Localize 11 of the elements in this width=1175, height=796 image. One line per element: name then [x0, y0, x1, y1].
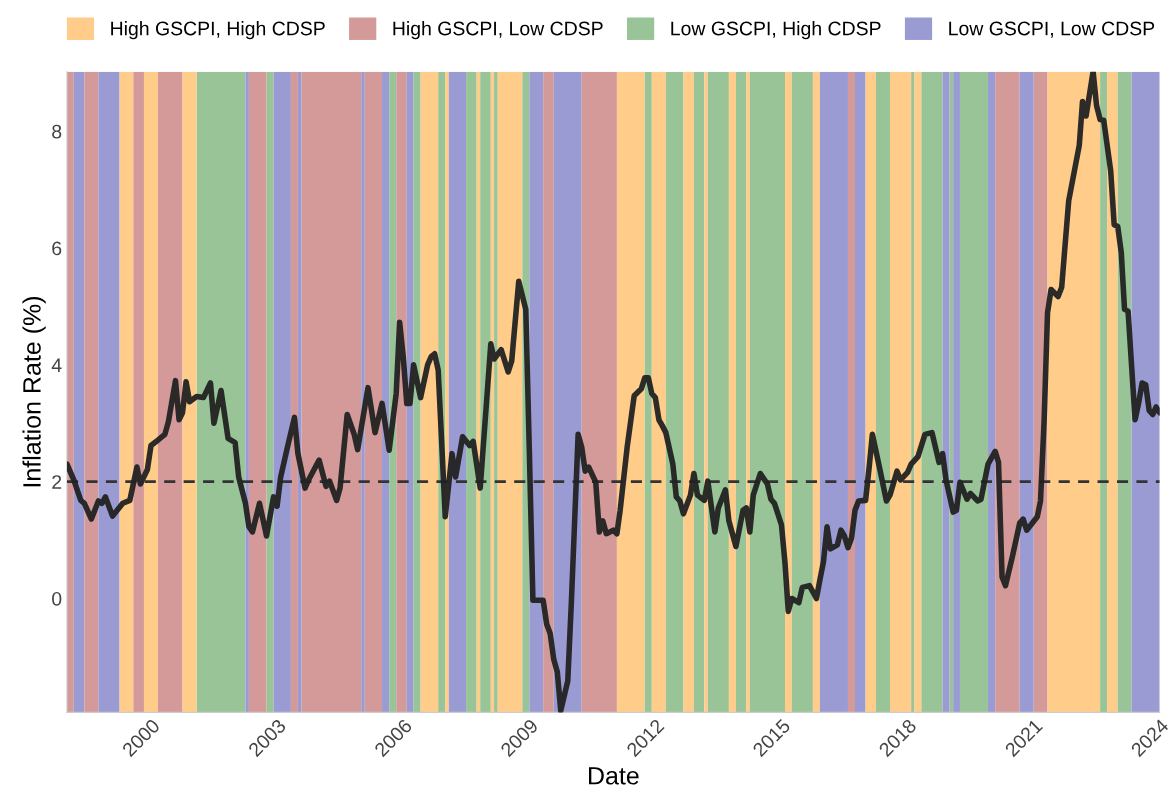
y-tick-label: 8: [52, 124, 62, 139]
legend-label: Low GSCPI, Low CDSP: [949, 21, 1155, 38]
legend-label: High GSCPI, Low CDSP: [393, 21, 603, 40]
legend-label: Low GSCPI, High CDSP: [671, 21, 881, 40]
y-tick-label: 4: [51, 358, 62, 372]
legend-label: High GSCPI, High CDSP: [111, 21, 325, 40]
y-tick-label: 2: [52, 475, 62, 489]
y-tick-label: 6: [52, 241, 62, 256]
y-axis-title: Inflation Rate (%): [22, 297, 46, 487]
x-axis-title: Date: [589, 767, 639, 785]
y-tick-label: 0: [52, 591, 62, 606]
